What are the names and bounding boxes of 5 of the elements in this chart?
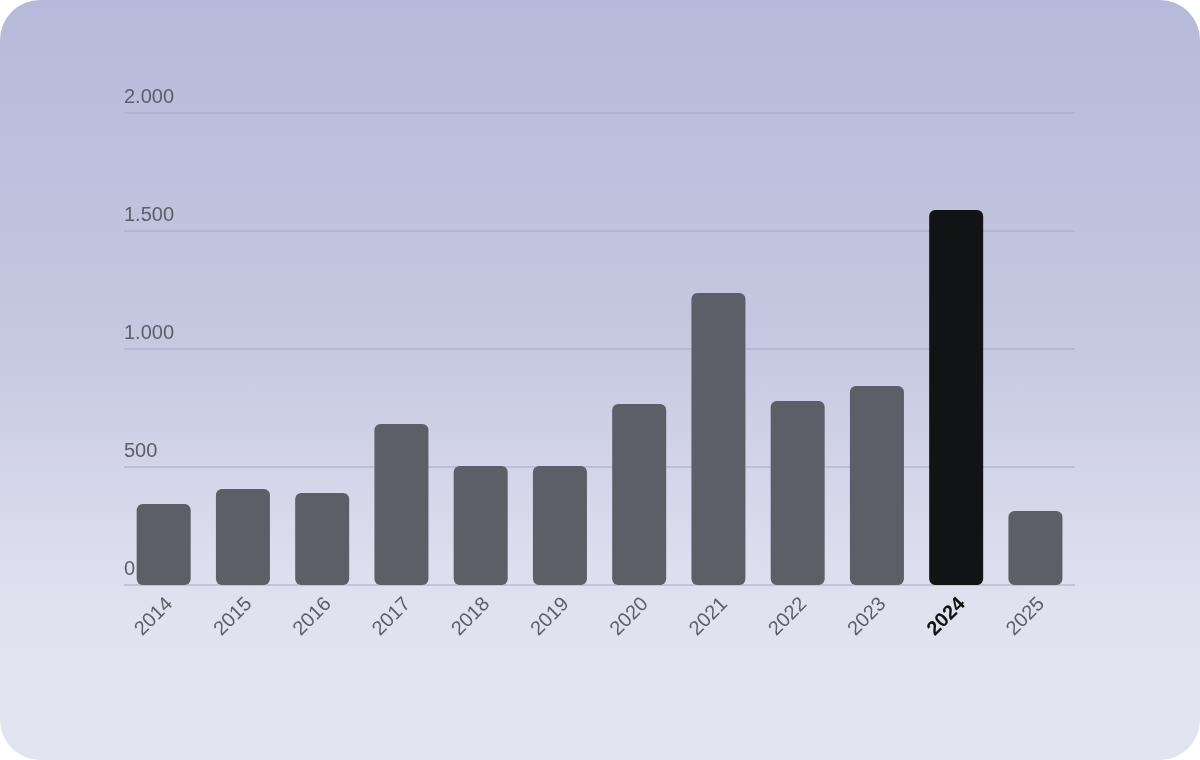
y-tick-label: 1.000: [124, 321, 175, 343]
y-tick-label: 2.000: [124, 85, 175, 107]
y-tick-label: 1.500: [124, 203, 175, 225]
y-tick-label: 0: [124, 557, 136, 579]
y-tick-label: 500: [124, 439, 158, 461]
